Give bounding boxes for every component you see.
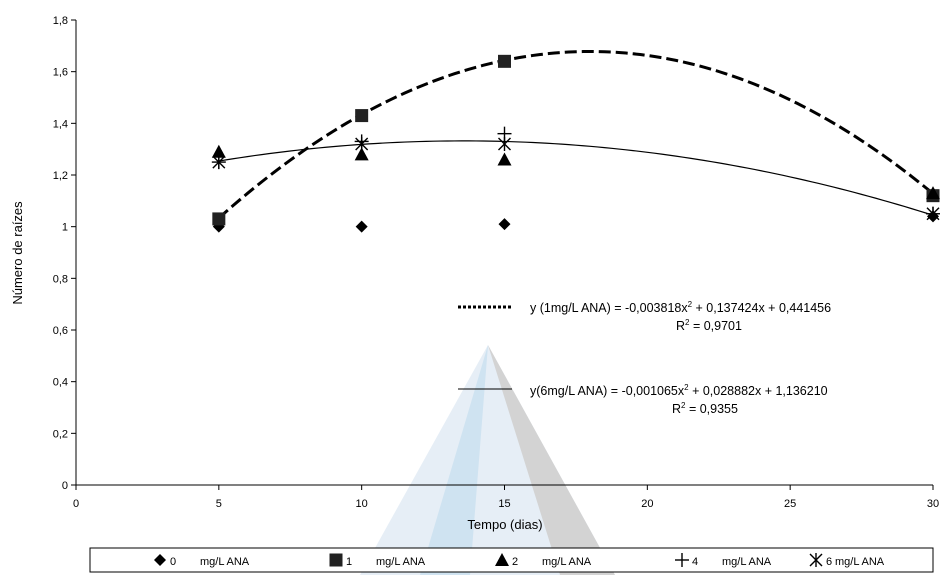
equation-6mg-sup: 2 xyxy=(684,383,689,392)
y-tick-label: 0 xyxy=(62,480,68,492)
r2-6mg-sup: 2 xyxy=(681,401,686,410)
y-tick-label: 0,6 xyxy=(53,325,68,337)
equation-1mg-text: y (1mg/L ANA) = -0,003818x xyxy=(530,301,688,315)
x-tick-label: 30 xyxy=(927,498,939,510)
x-tick-label: 10 xyxy=(356,498,368,510)
equation-1mg: y (1mg/L ANA) = -0,003818x2 + 0,137424x … xyxy=(458,300,831,333)
x-ticks: 0 5 10 15 20 25 30 xyxy=(73,485,939,510)
y-tick-label: 1,6 xyxy=(53,67,68,79)
r2-1mg-value: = 0,9701 xyxy=(689,319,742,333)
y-axis-label: Número de raízes xyxy=(10,201,25,305)
equation-6mg: y(6mg/L ANA) = -0,001065x2 + 0,028882x +… xyxy=(458,383,828,416)
legend-item-4mg: 4 mg/L ANA xyxy=(675,553,772,568)
svg-text:y(6mg/L ANA) = -0,001065x2 + 0: y(6mg/L ANA) = -0,001065x2 + 0,028882x +… xyxy=(530,383,828,398)
data-point-6mg xyxy=(212,155,226,170)
svg-text:R2 = 0,9355: R2 = 0,9355 xyxy=(672,401,738,416)
data-point-6mg xyxy=(926,206,940,221)
legend-marker-square xyxy=(329,553,343,567)
data-point-2mg xyxy=(354,147,369,161)
legend-item-2mg: 2 mg/L ANA xyxy=(495,553,592,568)
data-point-1mg xyxy=(355,109,369,123)
x-tick-label: 15 xyxy=(498,498,510,510)
legend-marker-asterisk xyxy=(809,553,823,567)
legend-label: 4 xyxy=(692,556,698,568)
equation-1mg-sup: 2 xyxy=(688,300,693,309)
legend-item-1mg: 1 mg/L ANA xyxy=(329,553,426,568)
y-ticks: 0 0,2 0,4 0,6 0,8 1 1,2 1,4 1,6 1,8 xyxy=(53,15,76,492)
legend-item-0mg: 0 mg/L ANA xyxy=(154,554,250,568)
legend: 0 mg/L ANA 1 mg/L ANA 2 mg/L ANA 4 mg/L ANA 6 mg/… xyxy=(154,553,885,568)
legend-marker-triangle xyxy=(495,553,509,566)
legend-unit: mg/L ANA xyxy=(722,556,772,568)
x-tick-label: 0 xyxy=(73,498,79,510)
y-tick-label: 1,2 xyxy=(53,170,68,182)
svg-text:R2 = 0,9701: R2 = 0,9701 xyxy=(676,318,742,333)
equation-6mg-rest: + 0,028882x + 1,136210 xyxy=(689,384,828,398)
equation-1mg-rest: + 0,137424x + 0,441456 xyxy=(692,301,831,315)
r2-1mg-sup: 2 xyxy=(685,318,690,327)
x-tick-label: 5 xyxy=(216,498,222,510)
plot-area xyxy=(211,49,940,233)
legend-label: 6 xyxy=(826,556,832,568)
r2-6mg-prefix: R xyxy=(672,402,681,416)
legend-marker-diamond xyxy=(154,554,166,566)
trendline-6mg xyxy=(218,140,934,216)
y-tick-label: 1,4 xyxy=(53,118,68,130)
legend-unit: mg/L ANA xyxy=(200,556,250,568)
x-tick-label: 20 xyxy=(641,498,653,510)
legend-unit: mg/L ANA xyxy=(835,556,885,568)
y-tick-label: 1,8 xyxy=(53,15,68,27)
legend-item-6mg: 6 mg/L ANA xyxy=(809,553,885,568)
data-point-6mg xyxy=(355,137,369,151)
data-point-2mg xyxy=(497,152,512,166)
data-point-0mg xyxy=(355,220,368,233)
equation-6mg-text: y(6mg/L ANA) = -0,001065x xyxy=(530,384,685,398)
y-tick-label: 0,2 xyxy=(53,428,68,440)
x-tick-label: 25 xyxy=(784,498,796,510)
y-tick-label: 0,4 xyxy=(53,377,68,389)
r2-6mg-value: = 0,9355 xyxy=(685,402,738,416)
r2-1mg-prefix: R xyxy=(676,319,685,333)
data-point-1mg xyxy=(212,212,226,226)
legend-label: 0 xyxy=(170,556,176,568)
legend-box xyxy=(89,547,934,573)
legend-unit: mg/L ANA xyxy=(376,556,426,568)
legend-unit: mg/L ANA xyxy=(542,556,592,568)
data-point-0mg xyxy=(498,218,511,231)
data-point-6mg xyxy=(498,137,511,151)
legend-label: 1 xyxy=(346,556,352,568)
legend-marker-plus xyxy=(675,553,689,567)
data-point-2mg xyxy=(211,144,226,158)
x-axis-label: Tempo (dias) xyxy=(467,517,542,532)
watermark xyxy=(360,345,615,575)
data-point-2mg xyxy=(926,186,940,200)
y-tick-label: 1 xyxy=(62,222,68,234)
data-point-1mg xyxy=(498,54,511,68)
y-tick-label: 0,8 xyxy=(53,273,68,285)
trendline-1mg xyxy=(217,49,934,220)
svg-text:y (1mg/L ANA) = -0,003818x2 +: y (1mg/L ANA) = -0,003818x2 + 0,137424x … xyxy=(530,300,831,315)
legend-label: 2 xyxy=(512,556,518,568)
